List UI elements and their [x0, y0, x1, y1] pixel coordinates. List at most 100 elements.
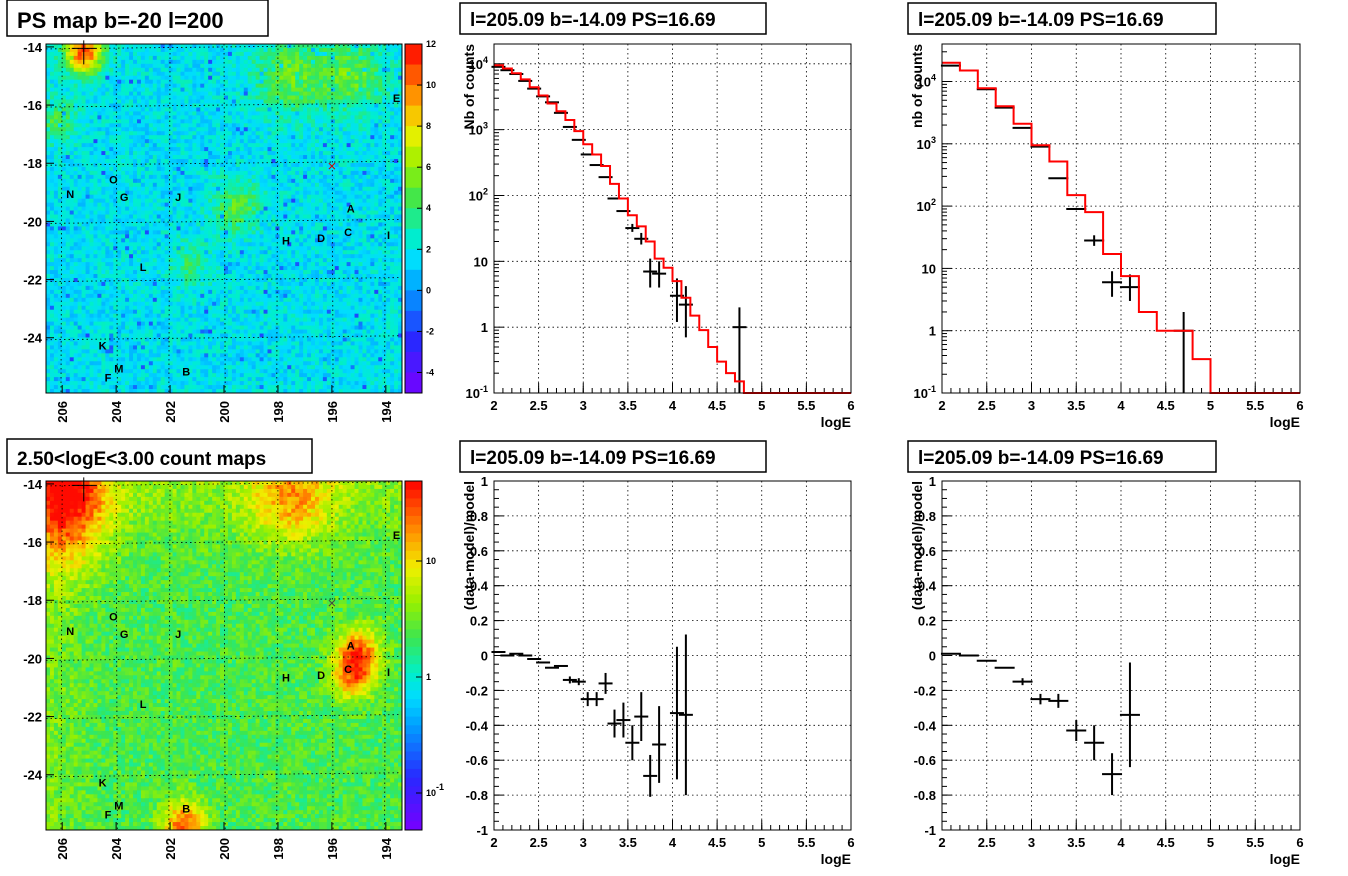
heatmap-cell — [164, 246, 170, 251]
heatmap-cell — [394, 151, 399, 156]
heatmap-cell — [255, 135, 260, 140]
heatmap-cell — [93, 246, 98, 251]
heatmap-cell — [370, 190, 375, 196]
heatmap-cell — [259, 131, 264, 136]
heatmap-cell — [291, 123, 296, 128]
heatmap-cell — [322, 206, 328, 211]
heatmap-cell — [314, 67, 320, 73]
heatmap-cell — [216, 127, 221, 132]
heatmap-cell — [390, 127, 395, 132]
heatmap-cell — [255, 63, 260, 69]
heatmap-cell — [212, 178, 217, 184]
heatmap-cell — [239, 51, 245, 57]
heatmap-cell — [247, 206, 253, 211]
heatmap-cell — [299, 47, 304, 53]
heatmap-cell — [208, 127, 213, 132]
heatmap-cell — [374, 63, 379, 69]
heatmap-cell — [291, 127, 296, 132]
heatmap-cell — [255, 151, 260, 156]
heatmap-cell — [133, 174, 138, 180]
heatmap-cell — [295, 55, 300, 61]
heatmap-cell — [140, 254, 146, 259]
heatmap-cell — [57, 210, 63, 215]
heatmap-cell — [101, 135, 106, 140]
heatmap-cell — [196, 87, 201, 92]
heatmap-cell — [255, 166, 260, 172]
heatmap-cell — [259, 186, 264, 192]
heatmap-cell — [307, 155, 312, 160]
heatmap-cell — [291, 174, 296, 180]
heatmap-cell — [65, 63, 71, 69]
heatmap-cell — [283, 230, 288, 235]
heatmap-cell — [109, 123, 114, 128]
heatmap-cell — [263, 99, 268, 104]
heatmap-cell — [136, 182, 142, 188]
heatmap-cell — [89, 155, 94, 160]
heatmap-cell — [283, 155, 288, 160]
heatmap-cell — [303, 234, 308, 239]
heatmap-cell — [235, 91, 241, 96]
heatmap-cell — [390, 190, 395, 196]
heatmap-cell — [311, 87, 316, 92]
heatmap-cell — [255, 254, 260, 259]
heatmap-cell — [89, 226, 94, 231]
heatmap-cell — [46, 159, 51, 164]
heatmap-cell — [144, 262, 150, 267]
heatmap-cell — [366, 246, 371, 251]
heatmap-cell — [85, 166, 90, 172]
heatmap-cell — [231, 194, 237, 200]
heatmap-cell — [366, 127, 371, 132]
heatmap-cell — [350, 222, 355, 227]
heatmap-cell — [227, 206, 233, 211]
heatmap-cell — [57, 258, 63, 263]
heatmap-cell — [224, 186, 229, 192]
heatmap-cell — [267, 63, 272, 69]
heatmap-cell — [188, 135, 193, 140]
heatmap-cell — [362, 238, 367, 243]
heatmap-cell — [370, 151, 375, 156]
heatmap-cell — [93, 51, 98, 57]
heatmap-cell — [93, 178, 98, 184]
heatmap-cell — [129, 119, 134, 124]
heatmap-cell — [160, 131, 166, 136]
heatmap-cell — [196, 186, 201, 192]
heatmap-cell — [172, 63, 177, 69]
heatmap-cell — [311, 51, 316, 57]
heatmap-cell — [148, 214, 154, 219]
heatmap-cell — [342, 115, 348, 120]
heatmap-cell — [196, 262, 201, 267]
heatmap-cell — [164, 258, 170, 263]
heatmap-cell — [382, 87, 387, 92]
heatmap-cell — [346, 44, 351, 49]
heatmap-cell — [65, 83, 71, 89]
heatmap-cell — [156, 63, 162, 69]
heatmap-cell — [307, 226, 312, 231]
heatmap-cell — [212, 254, 217, 259]
heatmap-cell — [180, 190, 185, 196]
heatmap-cell — [188, 95, 193, 100]
heatmap-cell — [57, 246, 63, 251]
heatmap-cell — [227, 99, 233, 104]
heatmap-cell — [133, 222, 138, 227]
heatmap-cell — [85, 44, 90, 49]
heatmap-cell — [295, 206, 300, 211]
heatmap-cell — [212, 143, 217, 148]
heatmap-cell — [243, 87, 249, 92]
heatmap-cell — [303, 79, 308, 85]
heatmap-cell — [358, 202, 363, 208]
heatmap-cell — [303, 139, 308, 144]
heatmap-cell — [370, 198, 375, 204]
heatmap-cell — [176, 95, 181, 100]
heatmap-cell — [291, 202, 296, 208]
heatmap-cell — [394, 147, 399, 152]
heatmap-cell — [394, 99, 399, 104]
heatmap-cell — [140, 214, 146, 219]
heatmap-cell — [338, 214, 344, 219]
heatmap-cell — [326, 127, 332, 132]
heatmap-cell — [125, 55, 130, 61]
heatmap-cell — [184, 190, 189, 196]
heatmap-cell — [212, 162, 217, 168]
heatmap-cell — [354, 87, 359, 92]
heatmap-cell — [105, 246, 110, 251]
heatmap-cell — [176, 210, 181, 215]
